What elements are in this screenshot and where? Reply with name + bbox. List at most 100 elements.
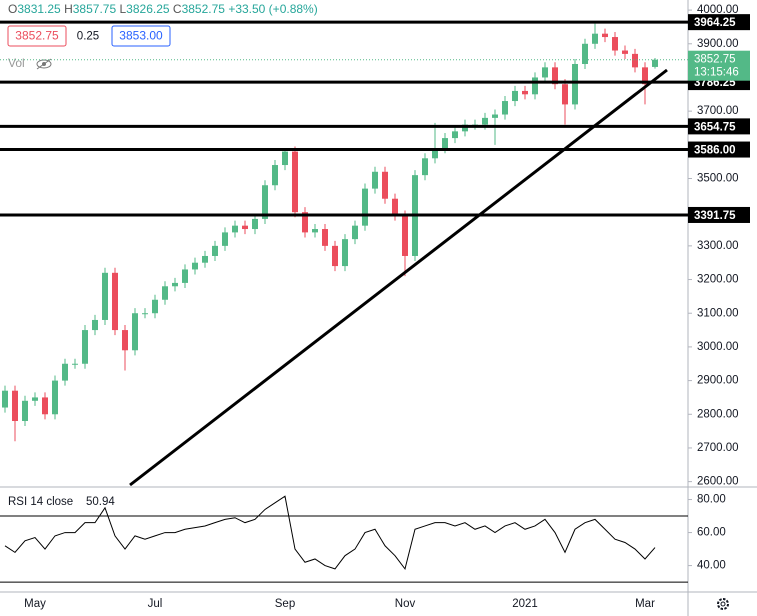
y-tick-label: 2700.00 — [697, 442, 739, 454]
c-label: C — [173, 2, 182, 16]
bid-box[interactable] — [7, 25, 67, 47]
h-label: H — [64, 2, 73, 16]
spread: 0.25 — [77, 31, 99, 43]
candle-body — [62, 363, 68, 381]
candle-body — [72, 363, 78, 365]
ohlc-header: O3831.25 H3857.75 L3826.25 C3852.75 +33.… — [8, 2, 318, 16]
h-value: 3857.75 — [73, 2, 117, 16]
y-tick-label: 3100.00 — [697, 307, 739, 319]
candle-body — [582, 43, 588, 64]
countdown: 13:15:46 — [694, 67, 739, 79]
x-tick-label: Mar — [635, 598, 655, 610]
bid: 3852.75 — [15, 29, 59, 43]
candle-body — [492, 114, 498, 118]
y-tick-label: 2900.00 — [697, 375, 739, 387]
y-tick-label: 3300.00 — [697, 240, 739, 252]
rsi-y-tick-label: 80.00 — [697, 494, 726, 506]
level-label-box — [688, 206, 750, 223]
candle-body — [552, 67, 558, 85]
candle-body — [542, 67, 548, 78]
level-label: 3654.75 — [694, 121, 736, 133]
candle-body — [502, 101, 508, 115]
candle-body — [132, 313, 138, 351]
candles — [2, 23, 658, 442]
candle-body — [592, 33, 598, 44]
candle-body — [632, 53, 638, 68]
candle-body — [82, 330, 88, 364]
candle-body — [112, 272, 118, 331]
candle-body — [32, 397, 38, 401]
l-value: 3826.25 — [126, 2, 170, 16]
candle-body — [192, 262, 198, 270]
current-price-box — [688, 50, 750, 81]
eye-icon[interactable] — [36, 58, 52, 70]
candle-body — [262, 185, 268, 219]
candle-body — [92, 319, 98, 331]
candle-body — [172, 282, 178, 287]
candle-body — [2, 390, 8, 408]
candle-body — [182, 269, 188, 283]
y-tick-label: 4000.00 — [697, 4, 739, 16]
candle-body — [342, 239, 348, 267]
y-tick-label: 2600.00 — [697, 476, 739, 488]
candle-body — [482, 117, 488, 125]
candle-body — [532, 77, 538, 95]
level-label: 3586.00 — [694, 145, 736, 157]
c-value: 3852.75 — [182, 2, 226, 16]
candle-body — [622, 50, 628, 54]
current-price-label: 3852.75 — [694, 54, 736, 66]
candle-body — [452, 131, 458, 139]
candle-body — [442, 138, 448, 149]
candle-body — [102, 272, 108, 320]
x-tick-label: 2021 — [512, 598, 538, 610]
level-label-box — [688, 118, 750, 135]
candle-body — [332, 245, 338, 267]
candle-body — [312, 229, 318, 233]
level-label-box — [688, 14, 750, 31]
level-label: 3964.25 — [694, 17, 736, 29]
candle-body — [642, 67, 648, 85]
candle-body — [212, 245, 218, 256]
ask: 3853.00 — [119, 29, 163, 43]
o-value: 3831.25 — [17, 2, 61, 16]
candle-body — [612, 37, 618, 51]
x-tick-label: Nov — [395, 598, 416, 610]
candle-body — [272, 165, 278, 186]
y-tick-label: 2800.00 — [697, 408, 739, 420]
y-tick-label: 3500.00 — [697, 173, 739, 185]
o-label: O — [8, 2, 17, 16]
candle-body — [52, 380, 58, 415]
level-label: 3391.75 — [694, 210, 736, 222]
volume-label: Vol — [8, 56, 25, 70]
settings-icon[interactable] — [717, 598, 729, 610]
candle-body — [232, 225, 238, 233]
candle-body — [462, 124, 468, 132]
change: +33.50 (+0.88%) — [228, 2, 317, 16]
x-tick-label: May — [24, 598, 46, 610]
candle-body — [422, 158, 428, 176]
ask-box[interactable] — [111, 25, 171, 47]
candle-body — [322, 229, 328, 246]
candle-body — [382, 171, 388, 199]
candle-body — [352, 225, 358, 240]
candle-body — [142, 313, 148, 315]
candle-body — [242, 225, 248, 230]
candle-body — [572, 63, 578, 105]
candle-body — [652, 59, 658, 67]
rsi-value: 50.94 — [86, 496, 115, 508]
candle-body — [392, 198, 398, 216]
y-tick-label: 3900.00 — [697, 38, 739, 50]
candle-body — [512, 90, 518, 102]
y-tick-label: 3700.00 — [697, 105, 739, 117]
candle-body — [152, 299, 158, 314]
rsi-y-tick-label: 60.00 — [697, 527, 726, 539]
x-tick-label: Sep — [275, 598, 295, 610]
candle-body — [372, 171, 378, 189]
l-label: L — [119, 2, 126, 16]
candle-body — [562, 84, 568, 105]
candle-body — [362, 188, 368, 226]
candle-body — [602, 33, 608, 38]
candle-body — [202, 255, 208, 263]
